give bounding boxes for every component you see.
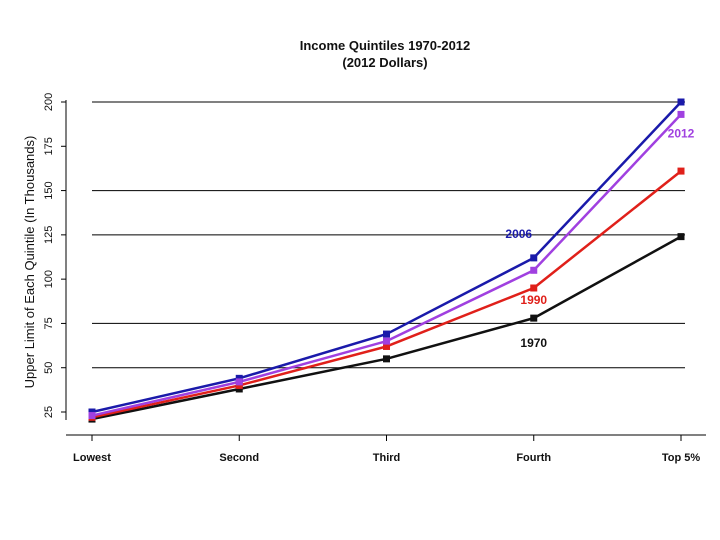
point-1990-3: [530, 284, 538, 292]
x-tick-label-2: Third: [373, 452, 401, 464]
point-1970-4: [677, 233, 685, 241]
y-tick-label-125: 125: [43, 226, 55, 244]
point-2012-2: [383, 337, 390, 345]
y-tick-label-150: 150: [43, 181, 55, 199]
point-2006-0: [88, 408, 96, 416]
series-label-1970: 1970: [520, 336, 547, 350]
series-label-2012: 2012: [668, 126, 695, 140]
point-2006-1: [235, 374, 243, 382]
x-tick-label-4: Top 5%: [662, 452, 701, 464]
y-tick-label-100: 100: [43, 270, 55, 288]
x-tick-label-0: Lowest: [73, 452, 111, 464]
y-tick-label-175: 175: [43, 137, 55, 155]
point-2006-2: [383, 330, 390, 338]
labels: 1970 1990 2006 2012: [505, 126, 694, 350]
axes: 25 50 75 100 125 150 175 200 Lowest Second Third Fo…: [43, 93, 706, 464]
chart-subtitle: (2012 Dollars): [342, 55, 427, 70]
point-1990-2: [383, 342, 390, 350]
y-axis-label: Upper Limit of Each Quintile (In Thousan…: [22, 136, 37, 389]
point-2012-3: [530, 266, 538, 274]
y-tick-label-50: 50: [43, 362, 55, 374]
series-label-1990: 1990: [520, 293, 547, 307]
chart-title: Income Quintiles 1970-2012: [300, 38, 471, 53]
gridlines: [92, 101, 685, 369]
y-tick-label-200: 200: [43, 93, 55, 111]
point-2012-4: [677, 110, 685, 118]
point-1990-4: [677, 167, 685, 175]
x-tick-label-1: Second: [219, 452, 259, 464]
point-2006-3: [530, 254, 538, 262]
point-1990-1: [235, 381, 243, 389]
point-2006-4: [677, 98, 685, 106]
point-2012-1: [235, 378, 243, 386]
y-tick-label-75: 75: [43, 317, 55, 329]
series-label-2006: 2006: [505, 227, 532, 241]
y-tick-label-25: 25: [43, 406, 55, 418]
x-tick-label-3: Fourth: [516, 452, 551, 464]
point-1970-3: [530, 314, 538, 322]
series: [88, 98, 685, 423]
point-1970-1: [235, 385, 243, 393]
point-1970-2: [383, 355, 390, 363]
point-2012-0: [88, 412, 96, 420]
